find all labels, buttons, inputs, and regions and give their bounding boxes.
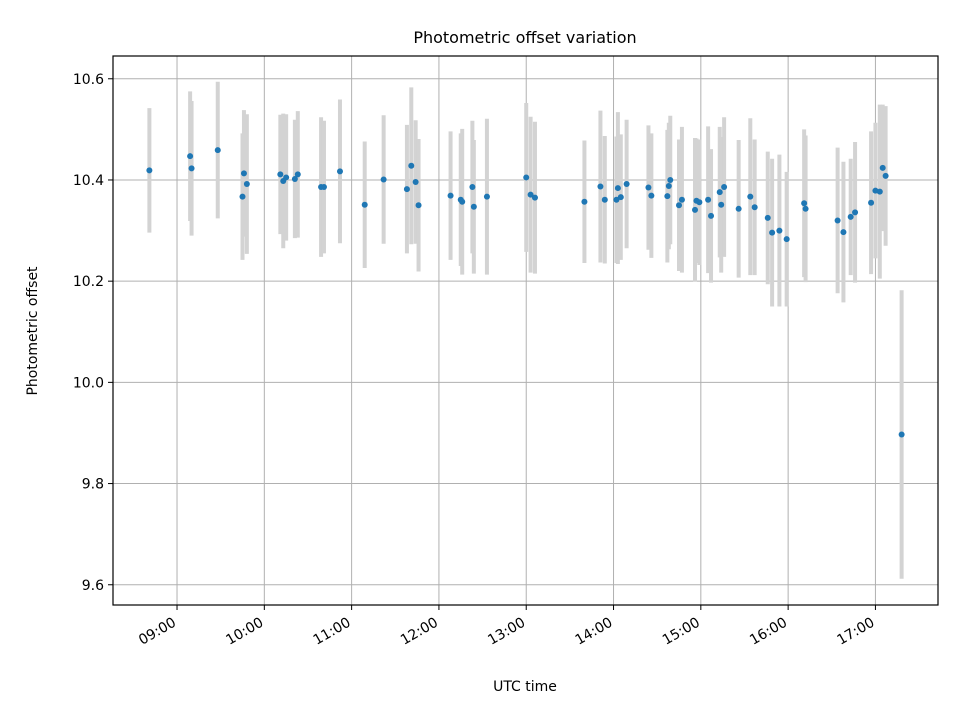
data-point (336, 168, 343, 175)
data-point (361, 201, 368, 208)
data-point (664, 193, 671, 200)
data-points (146, 147, 905, 438)
data-point (617, 194, 624, 201)
data-point (834, 217, 841, 224)
data-point (469, 184, 476, 191)
data-point (412, 178, 419, 185)
data-point (876, 188, 883, 195)
data-point (623, 181, 630, 188)
data-point (764, 214, 771, 221)
data-point (898, 431, 905, 438)
data-point (243, 181, 250, 188)
data-point (721, 184, 728, 191)
data-point (483, 193, 490, 200)
y-axis-label: Photometric offset (25, 266, 41, 396)
data-point (751, 204, 758, 211)
data-point (320, 184, 327, 191)
y-tick-label: 9.6 (82, 578, 104, 594)
y-axis-ticks: 9.6 9.8 10.0 10.2 10.4 10.6 (73, 72, 113, 594)
data-point (852, 209, 859, 216)
data-point (648, 192, 655, 199)
data-point (408, 162, 415, 169)
chart-title: Photometric offset variation (413, 28, 636, 47)
data-point (696, 199, 703, 206)
y-tick-label: 10.2 (73, 274, 104, 290)
data-point (527, 191, 534, 198)
data-point (188, 165, 195, 172)
data-point (294, 171, 301, 178)
data-point (459, 198, 466, 205)
data-point (187, 153, 194, 160)
data-point (614, 185, 621, 192)
data-point (708, 212, 715, 219)
data-point (678, 196, 685, 203)
data-point (277, 171, 284, 178)
data-point (597, 183, 604, 190)
data-point (783, 236, 790, 243)
data-point (840, 229, 847, 236)
data-point (735, 205, 742, 212)
data-point (240, 170, 247, 177)
data-point (380, 176, 387, 183)
data-point (613, 196, 620, 203)
data-point (747, 193, 754, 200)
y-tick-label: 10.0 (73, 375, 104, 391)
data-point (665, 183, 672, 190)
data-point (523, 174, 530, 181)
data-point (716, 189, 723, 196)
data-point (447, 192, 454, 199)
data-point (291, 175, 298, 182)
data-point (705, 196, 712, 203)
plot-area-frame (112, 55, 939, 606)
y-tick-label: 10.4 (73, 173, 104, 189)
data-point (581, 198, 588, 205)
data-point (146, 167, 153, 174)
data-point (718, 201, 725, 208)
data-point (601, 196, 608, 203)
data-point (645, 184, 652, 191)
data-point (802, 205, 809, 212)
data-point (879, 164, 886, 171)
data-point (692, 206, 699, 213)
data-point (214, 147, 221, 154)
y-tick-label: 10.6 (73, 72, 104, 88)
data-point (776, 227, 783, 234)
data-point (415, 202, 422, 209)
data-point (882, 172, 889, 179)
data-point (676, 202, 683, 209)
data-point (283, 174, 290, 181)
data-point (403, 186, 410, 193)
data-point (801, 200, 808, 207)
data-point (470, 203, 477, 210)
data-point (769, 229, 776, 236)
data-point (531, 194, 538, 201)
data-point (239, 193, 246, 200)
y-tick-label: 9.8 (82, 477, 104, 493)
x-axis-label: UTC time (493, 679, 557, 695)
data-point (667, 176, 674, 183)
data-point (847, 213, 854, 220)
data-point (868, 199, 875, 206)
